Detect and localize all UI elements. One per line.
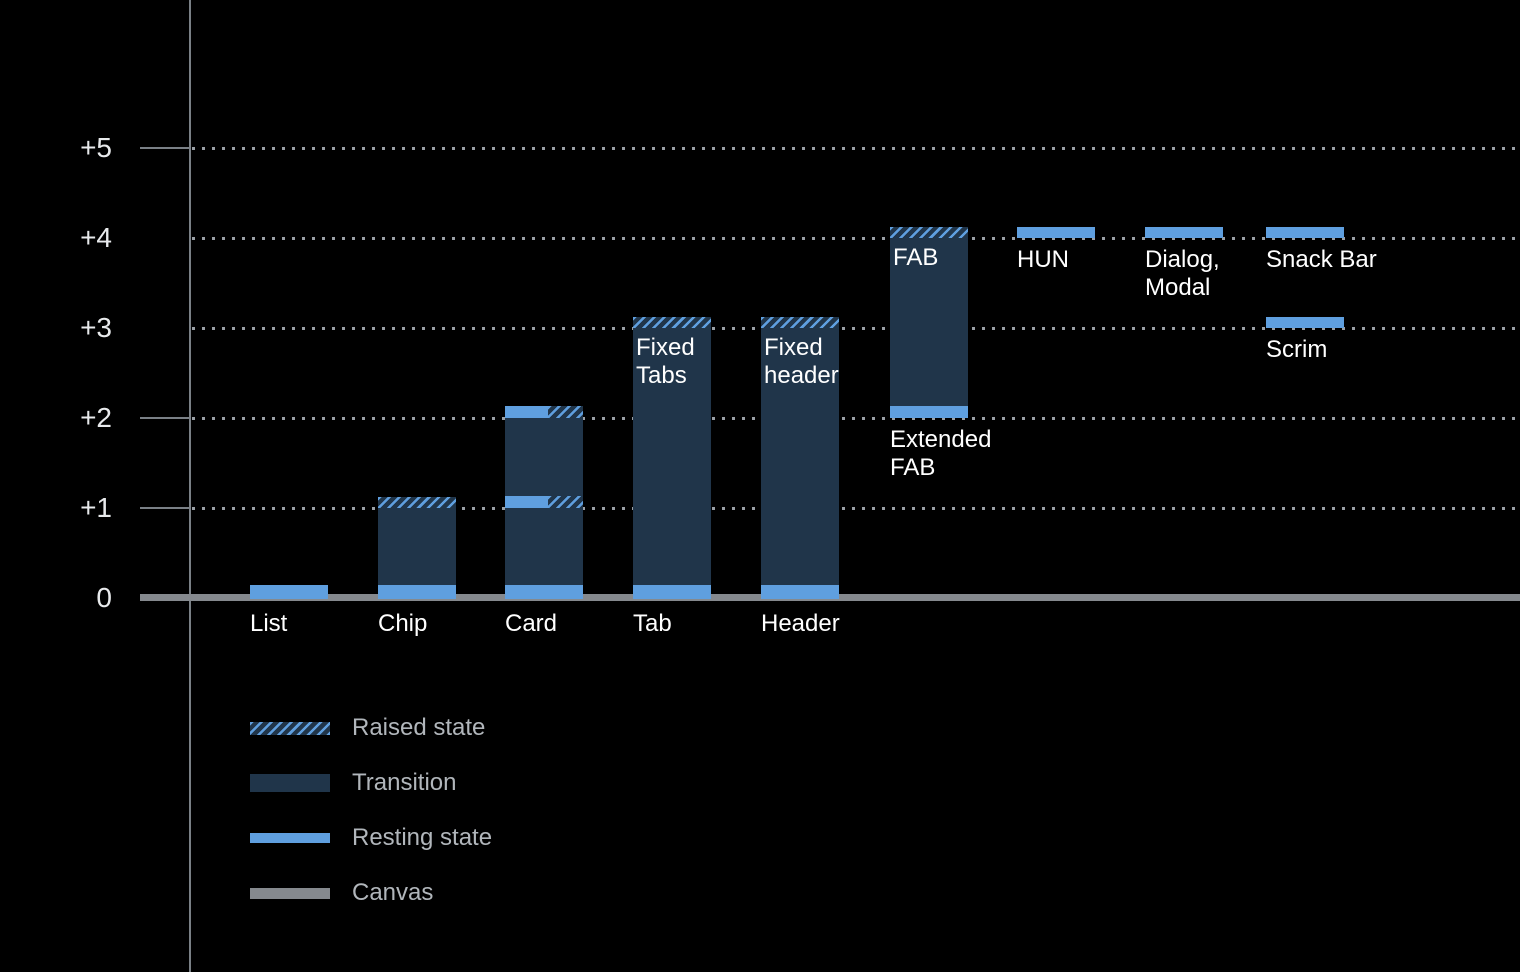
bar-segment-raised <box>378 497 456 508</box>
component-label: Scrim <box>1266 336 1328 363</box>
bar-segment-raised <box>890 227 968 238</box>
bar-segment-resting <box>250 585 328 599</box>
legend-swatch-resting <box>250 833 330 843</box>
bar-segment-raised <box>548 406 583 418</box>
y-axis-tick <box>140 147 190 149</box>
legend-label: Transition <box>352 769 457 796</box>
bar-segment-resting <box>1145 227 1223 238</box>
bar-segment-transition <box>378 508 456 585</box>
bar-segment-raised <box>548 496 583 508</box>
bar-segment-resting <box>505 406 548 418</box>
bar-segment-raised <box>633 317 711 328</box>
component-label: Dialog, Modal <box>1145 246 1220 301</box>
x-axis-label: Chip <box>378 610 428 637</box>
bar-segment-resting <box>505 585 583 599</box>
component-annotation: Fixed Tabs <box>636 334 695 389</box>
bar-segment-transition <box>633 328 711 585</box>
y-axis-label: +2 <box>80 402 112 433</box>
gridline <box>192 417 1520 420</box>
legend-label: Raised state <box>352 714 486 741</box>
component-annotation: FAB <box>893 244 939 271</box>
legend-swatch-canvas <box>250 888 330 899</box>
x-axis-label: Card <box>505 610 558 637</box>
x-axis-label: Header <box>761 610 840 637</box>
bar-segment-resting <box>378 585 456 599</box>
y-axis-label: +3 <box>80 312 112 343</box>
x-axis-label: List <box>250 610 288 637</box>
gridline <box>192 507 1520 510</box>
y-axis-label: +5 <box>80 132 112 163</box>
bar-segment-resting <box>505 496 548 508</box>
bar-segment-transition <box>761 328 839 585</box>
bar-segment-transition <box>505 418 583 496</box>
x-axis-label: Tab <box>633 610 672 637</box>
y-axis-label: 0 <box>96 582 112 613</box>
gridline <box>192 237 1520 240</box>
gridline <box>192 147 1520 150</box>
component-label: Snack Bar <box>1266 246 1377 273</box>
gridline <box>192 327 1520 330</box>
bar-segment-transition <box>505 508 583 585</box>
legend-swatch-transition <box>250 774 330 792</box>
bar-segment-resting <box>1266 227 1344 238</box>
legend-swatch-raised <box>250 722 330 735</box>
y-axis-tick <box>140 417 190 419</box>
bar-segment-raised <box>761 317 839 328</box>
component-label: Extended FAB <box>890 426 992 481</box>
legend-label: Canvas <box>352 879 434 906</box>
bar-segment-resting <box>890 406 968 418</box>
bar-segment-resting <box>1017 227 1095 238</box>
y-axis-tick <box>140 507 190 509</box>
component-annotation: Fixed header <box>764 334 839 389</box>
component-label: HUN <box>1017 246 1069 273</box>
y-axis-label: +1 <box>80 492 112 523</box>
legend-label: Resting state <box>352 824 493 851</box>
bar-segment-resting <box>1266 317 1344 328</box>
bar-segment-resting <box>761 585 839 599</box>
y-axis-line <box>189 0 191 972</box>
bar-segment-transition <box>890 238 968 406</box>
y-axis-label: +4 <box>80 222 112 253</box>
bar-segment-resting <box>633 585 711 599</box>
